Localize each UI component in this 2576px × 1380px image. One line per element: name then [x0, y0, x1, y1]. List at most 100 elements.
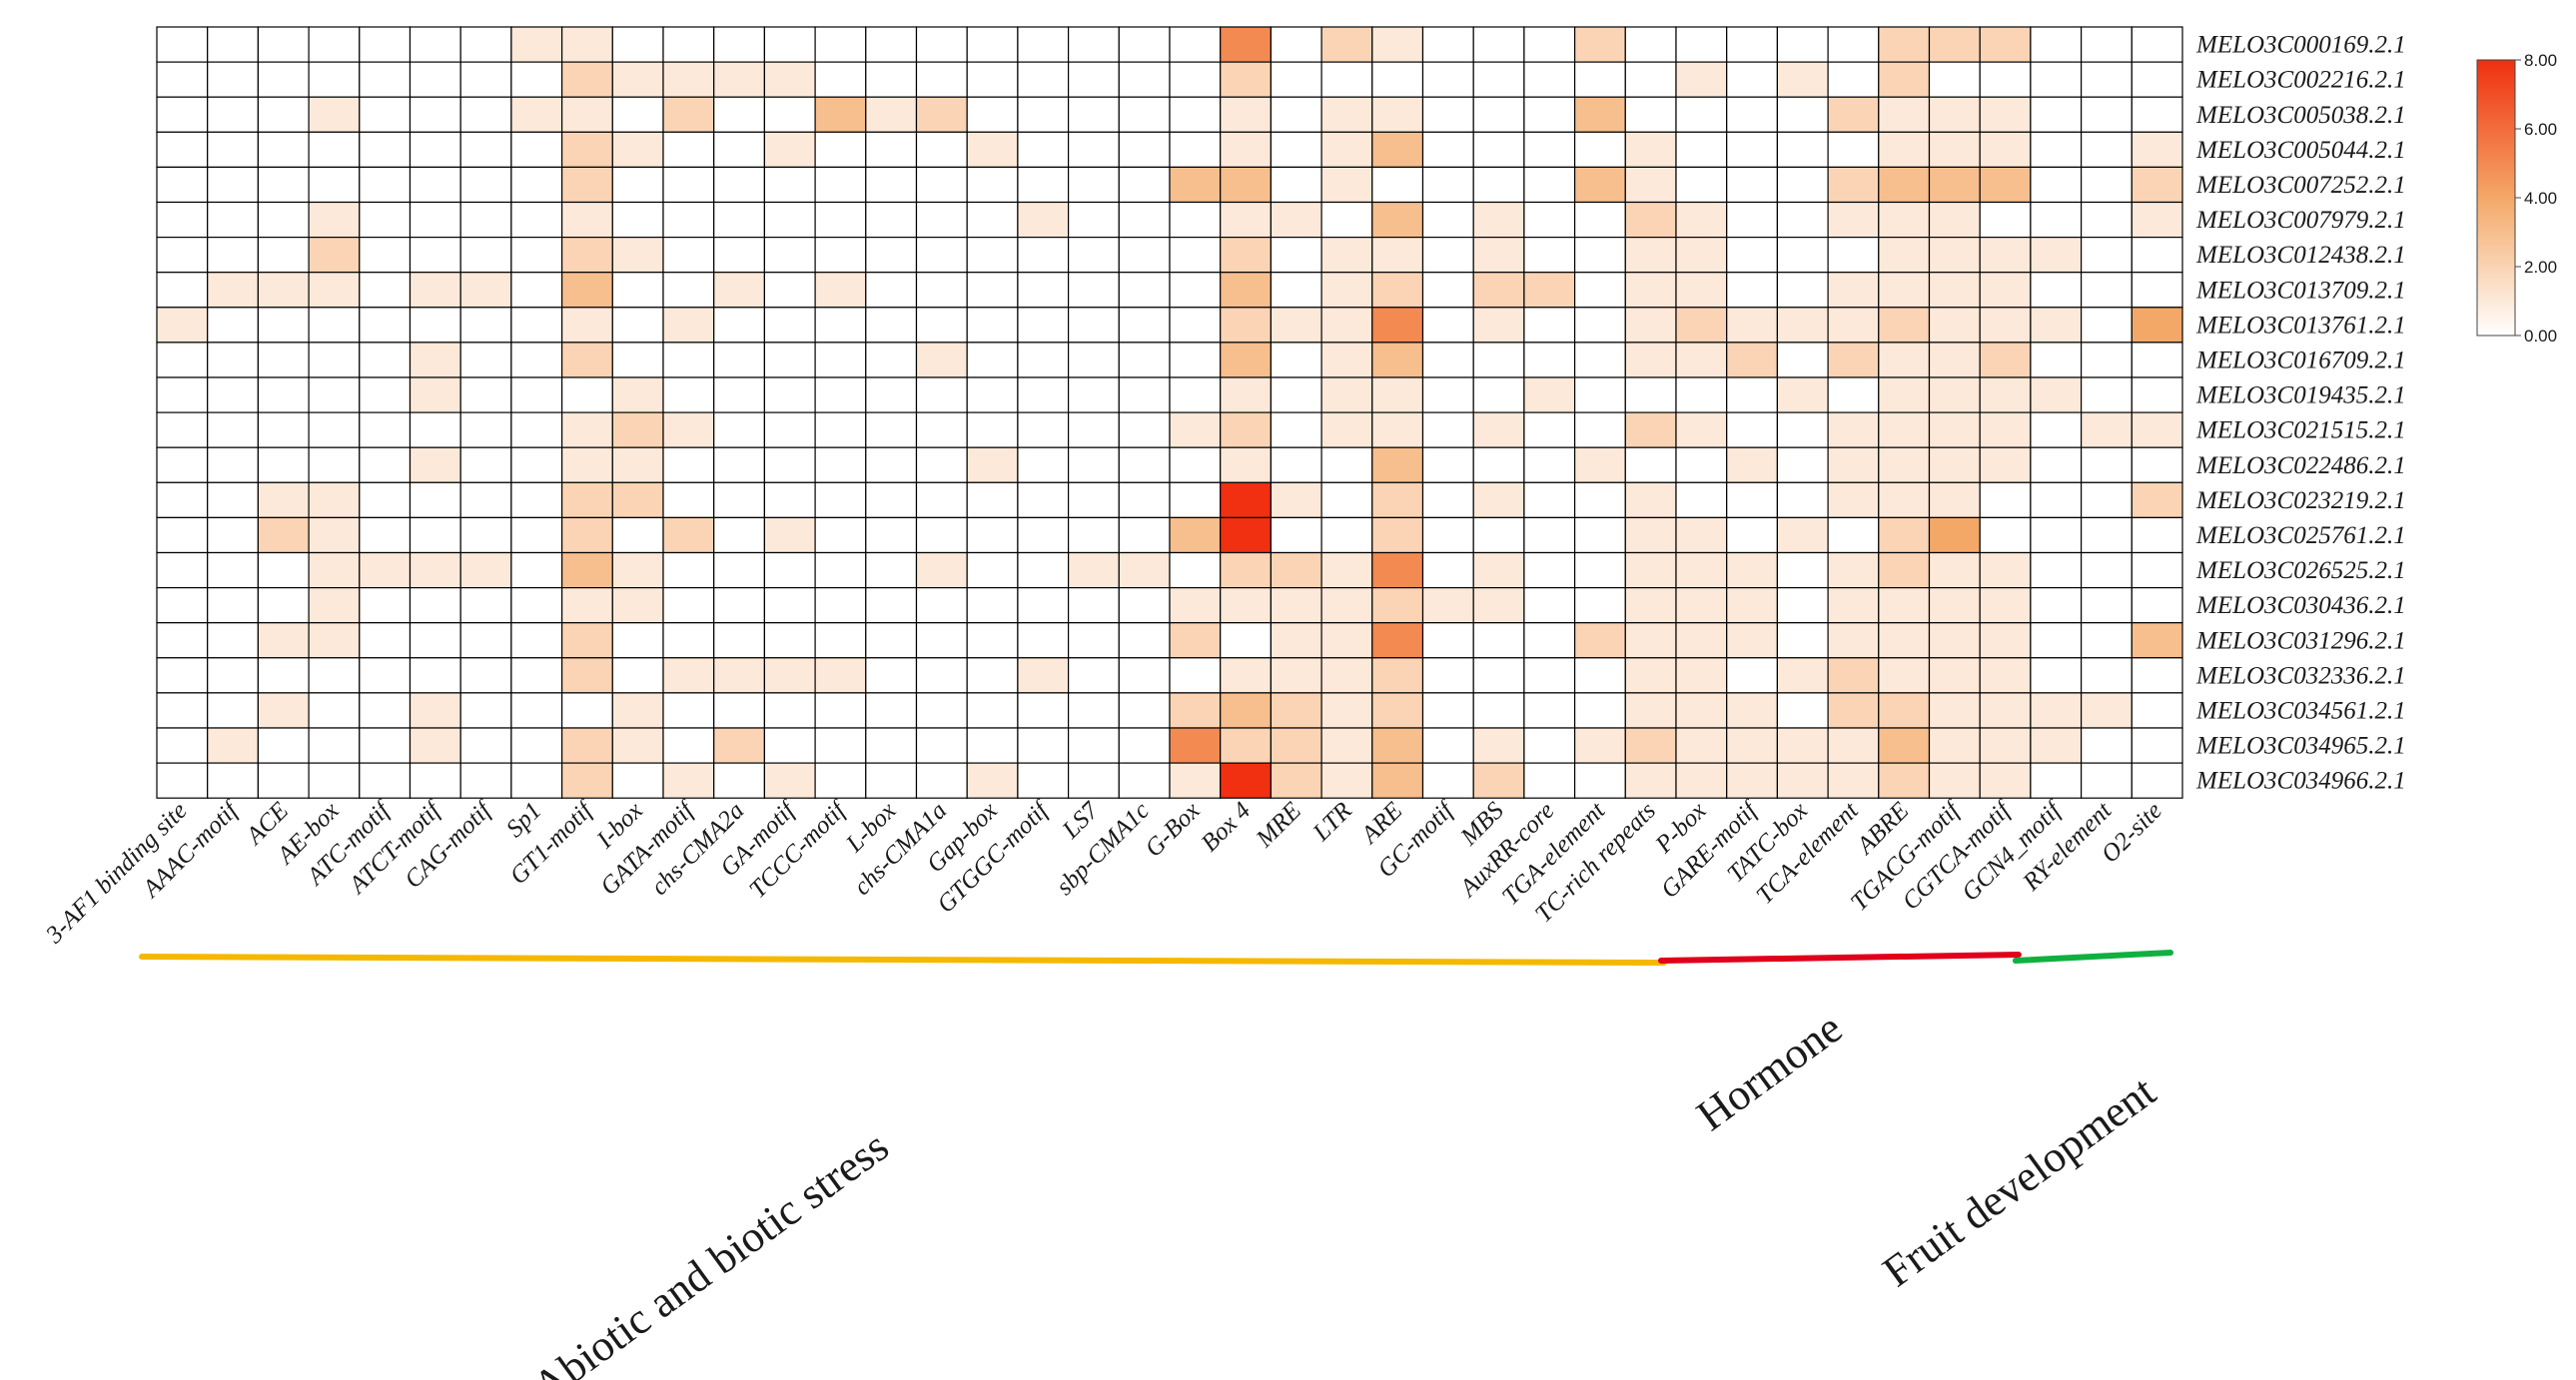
heatmap-cell — [1726, 166, 1778, 204]
heatmap-cell — [1573, 657, 1626, 694]
heatmap-cell — [1726, 307, 1778, 344]
heatmap-cell — [409, 586, 461, 624]
heatmap-cell — [1421, 342, 1474, 378]
heatmap-cell — [662, 307, 715, 344]
motif-label: LTR — [1307, 797, 1357, 847]
heatmap-cell — [1827, 762, 1880, 799]
heatmap-cell — [1928, 96, 1981, 133]
heatmap-cell — [1878, 586, 1931, 624]
heatmap-cell — [1675, 96, 1728, 133]
heatmap-cell — [1624, 61, 1677, 98]
heatmap-cell — [1624, 516, 1677, 554]
heatmap-cell — [1472, 61, 1525, 98]
heatmap-cell — [560, 131, 613, 169]
heatmap-cell — [1118, 376, 1171, 413]
heatmap-cell — [611, 481, 664, 518]
heatmap-cell — [2081, 692, 2133, 729]
heatmap-cell — [1220, 96, 1272, 133]
heatmap-cell — [662, 272, 715, 309]
heatmap-cell — [459, 201, 512, 239]
heatmap-cell — [1523, 516, 1576, 554]
heatmap-cell — [1624, 481, 1677, 518]
heatmap-cell — [1118, 307, 1171, 344]
heatmap-cell — [662, 551, 715, 589]
heatmap-cell — [1726, 411, 1778, 448]
heatmap-cell — [1421, 96, 1474, 133]
gene-label: MELO3C026525.2.1 — [2195, 557, 2406, 584]
heatmap-cell — [1017, 551, 1070, 589]
heatmap-cell — [2131, 272, 2183, 309]
heatmap-cell — [1827, 657, 1880, 694]
heatmap-cell — [257, 201, 310, 239]
heatmap-cell — [611, 342, 664, 378]
heatmap-cell — [1675, 622, 1728, 659]
heatmap-cell — [1878, 446, 1931, 483]
heatmap-cell — [359, 342, 412, 378]
heatmap-cell — [763, 272, 816, 309]
heatmap-cell — [409, 481, 461, 518]
heatmap-cell — [1523, 727, 1576, 764]
heatmap-cell — [459, 692, 512, 729]
heatmap-cell — [915, 551, 968, 589]
heatmap-cell — [2081, 131, 2133, 169]
heatmap-cell — [2030, 657, 2083, 694]
heatmap-cell — [1270, 762, 1322, 799]
heatmap-cell — [1878, 727, 1931, 764]
heatmap-cell — [1017, 586, 1070, 624]
heatmap-cell — [156, 376, 209, 413]
heatmap-cell — [459, 446, 512, 483]
heatmap-cell — [409, 272, 461, 309]
heatmap-cell — [2131, 307, 2183, 344]
heatmap-cell — [1270, 307, 1322, 344]
heatmap-cell — [2131, 657, 2183, 694]
heatmap-cell — [1675, 692, 1728, 729]
heatmap-cell — [308, 201, 361, 239]
heatmap-cell — [459, 657, 512, 694]
heatmap-cell — [156, 342, 209, 378]
heatmap-cell — [713, 622, 766, 659]
heatmap-cell — [611, 692, 664, 729]
heatmap-cell — [1928, 551, 1981, 589]
heatmap-cell — [308, 446, 361, 483]
heatmap-cell — [1371, 622, 1424, 659]
heatmap-cell — [1017, 657, 1070, 694]
heatmap-cell — [1523, 446, 1576, 483]
heatmap-cell — [207, 376, 259, 413]
heatmap-cell — [611, 307, 664, 344]
heatmap-cell — [1421, 762, 1474, 799]
heatmap-cell — [156, 131, 209, 169]
heatmap-cell — [510, 411, 563, 448]
gene-label: MELO3C022486.2.1 — [2195, 452, 2406, 479]
heatmap-cell — [2030, 237, 2083, 274]
heatmap-cell — [2030, 762, 2083, 799]
heatmap-cell — [763, 692, 816, 729]
heatmap-cell — [2131, 446, 2183, 483]
heatmap-cell — [1523, 376, 1576, 413]
heatmap-cell — [1017, 26, 1070, 63]
heatmap-cell — [560, 61, 613, 98]
heatmap-cell — [865, 376, 918, 413]
gene-label: MELO3C013761.2.1 — [2195, 312, 2406, 339]
heatmap-cell — [1928, 201, 1981, 239]
heatmap-cell — [713, 166, 766, 204]
heatmap-cell — [1878, 272, 1931, 309]
heatmap-cell — [2081, 481, 2133, 518]
heatmap-cell — [510, 657, 563, 694]
heatmap-cell — [865, 446, 918, 483]
heatmap-cell — [1421, 201, 1474, 239]
gene-label: MELO3C032336.2.1 — [2195, 662, 2406, 689]
heatmap-cell — [1878, 516, 1931, 554]
heatmap-cell — [1320, 237, 1373, 274]
heatmap-cell — [1624, 26, 1677, 63]
heatmap-cell — [966, 131, 1019, 169]
heatmap-cell — [763, 237, 816, 274]
heatmap-cell — [763, 762, 816, 799]
heatmap-cells — [156, 26, 2183, 799]
heatmap-cell — [1726, 342, 1778, 378]
heatmap-cell — [459, 61, 512, 98]
heatmap-cell — [1472, 131, 1525, 169]
heatmap-cell — [1118, 96, 1171, 133]
heatmap-cell — [2030, 551, 2083, 589]
heatmap-cell — [1523, 272, 1576, 309]
heatmap-cell — [409, 201, 461, 239]
